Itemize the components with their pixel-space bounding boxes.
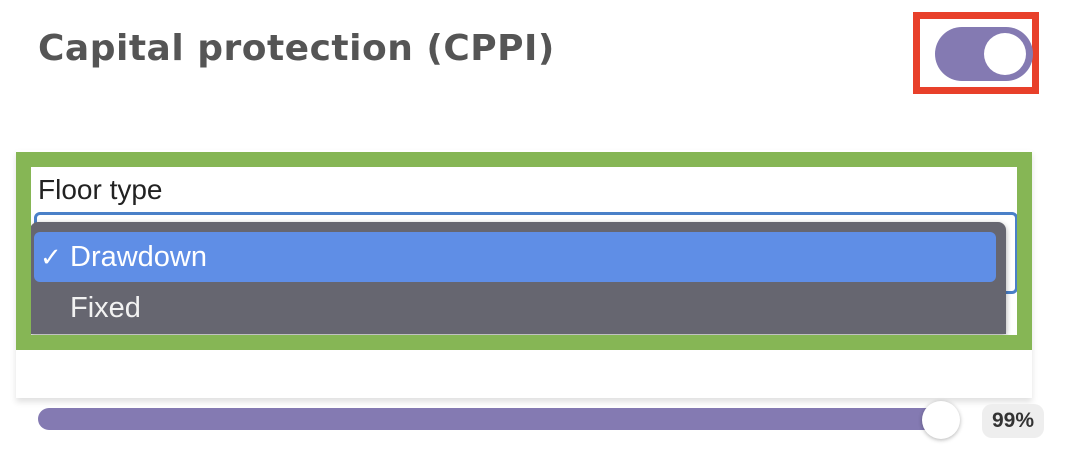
option-drawdown[interactable]: ✓ Drawdown: [34, 232, 996, 282]
option-label: Fixed: [70, 292, 141, 324]
cppi-toggle[interactable]: [935, 27, 1033, 81]
checkmark-icon: ✓: [40, 242, 62, 272]
toggle-highlight-frame: [913, 12, 1039, 94]
floor-type-dropdown-menu: ✓ Drawdown Fixed: [30, 222, 1006, 334]
page-title: Capital protection (CPPI): [38, 28, 555, 69]
slider-value-badge: 99%: [982, 404, 1044, 438]
select-highlight-frame: [16, 152, 1032, 350]
option-label: Drawdown: [70, 241, 207, 273]
floor-type-label: Floor type: [38, 174, 163, 205]
option-fixed[interactable]: Fixed: [34, 283, 996, 333]
slider-track[interactable]: [38, 408, 938, 430]
toggle-knob[interactable]: [984, 33, 1026, 75]
slider-thumb[interactable]: [922, 401, 960, 439]
